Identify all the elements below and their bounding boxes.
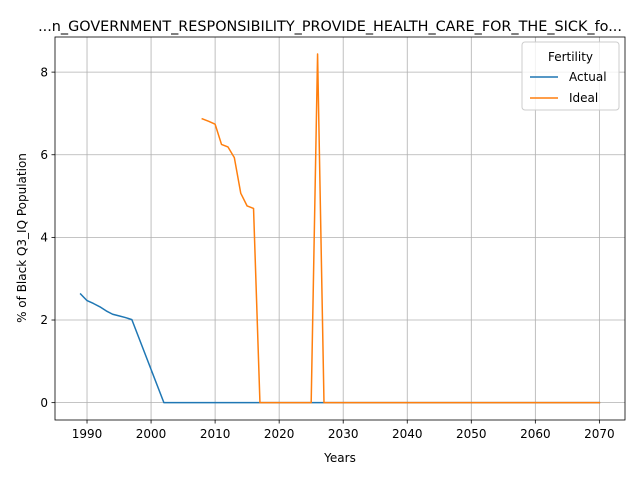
y-tick-label: 4 [40, 231, 48, 245]
legend-box [521, 41, 620, 111]
x-tick-label: 2060 [520, 427, 551, 441]
y-axis-label: % of Black Q3_IQ Population [15, 153, 29, 323]
x-tick-label: 1990 [72, 427, 103, 441]
x-tick-label: 2070 [584, 427, 615, 441]
series-lines [79, 53, 601, 404]
x-tick-label: 2020 [264, 427, 295, 441]
x-tick-label: 2050 [456, 427, 487, 441]
legend-title: Fertility [548, 50, 593, 64]
legend: Fertility Actual Ideal [521, 41, 620, 111]
x-axis-ticks: 1990 2000 2010 2020 2030 2040 2050 2060 2070 [72, 420, 615, 441]
x-tick-label: 2010 [200, 427, 231, 441]
x-tick-label: 2000 [136, 427, 167, 441]
legend-label-actual: Actual [569, 70, 607, 84]
y-tick-label: 8 [40, 65, 48, 79]
plot-area-frame [54, 36, 626, 421]
y-axis-ticks: 0 2 4 6 8 [40, 65, 55, 410]
x-axis-label: Years [323, 451, 356, 465]
legend-label-ideal: Ideal [569, 91, 598, 105]
y-tick-label: 2 [40, 313, 48, 327]
x-tick-label: 2030 [328, 427, 359, 441]
series-line-actual [79, 292, 601, 404]
x-tick-label: 2040 [392, 427, 423, 441]
y-tick-label: 0 [40, 396, 48, 410]
y-tick-label: 6 [40, 148, 48, 162]
chart-title: ...n_GOVERNMENT_RESPONSIBILITY_PROVIDE_H… [38, 19, 622, 35]
series-line-ideal [201, 53, 601, 404]
